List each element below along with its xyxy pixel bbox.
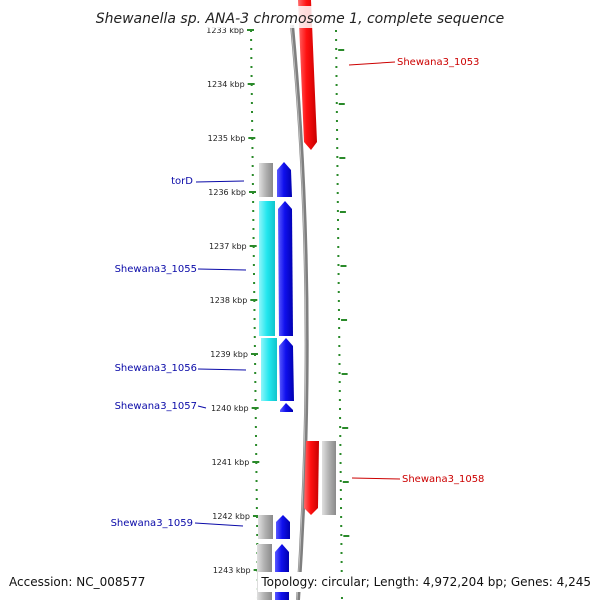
gene-shewana3-1056-partner[interactable] xyxy=(261,338,277,401)
gene-shewana3-1055-partner[interactable] xyxy=(259,201,275,336)
page-title: Shewanella sp. ANA-3 chromosome 1, compl… xyxy=(96,11,505,27)
gene-shewana3-1057[interactable] xyxy=(280,403,293,412)
tick-label: 1236 kbp xyxy=(208,188,246,197)
label-shewana3-1056[interactable]: Shewana3_1056 xyxy=(115,363,197,374)
tick-label: 1241 kbp xyxy=(212,458,250,467)
accession-text: Accession: NC_008577 xyxy=(9,575,145,589)
footer-backdrop-left xyxy=(4,572,154,592)
summary-text: Topology: circular; Length: 4,972,204 bp… xyxy=(260,575,591,589)
gene-tord-partner[interactable] xyxy=(259,163,273,197)
gene-shewana3-1056[interactable] xyxy=(279,338,294,401)
label-tord[interactable]: torD xyxy=(171,176,193,187)
label-shewana3-1055[interactable]: Shewana3_1055 xyxy=(115,264,197,275)
tick-label: 1240 kbp xyxy=(211,404,249,413)
label-shewana3-1057[interactable]: Shewana3_1057 xyxy=(115,401,197,412)
leader-shewana3-1058 xyxy=(351,477,401,480)
axis-ticks: 1233 kbp 1234 kbp 1235 kbp 1236 kbp 1237 kbp… xyxy=(206,26,350,591)
tick-label: 1237 kbp xyxy=(209,242,247,251)
gene-shewana3-1053[interactable] xyxy=(298,0,317,150)
track-left-dotted xyxy=(250,29,259,600)
leader-shewana3-1059 xyxy=(194,522,244,527)
label-shewana3-1059[interactable]: Shewana3_1059 xyxy=(111,518,193,529)
footer-backdrop-right xyxy=(258,572,596,592)
chromosome-backbone-highlight xyxy=(290,24,307,600)
gene-shewana3-1058-partner[interactable] xyxy=(322,441,336,515)
track-right-dotted xyxy=(335,29,343,600)
gene-shewana3-1058[interactable] xyxy=(304,441,319,515)
tick-label: 1239 kbp xyxy=(210,350,248,359)
label-shewana3-1058[interactable]: Shewana3_1058 xyxy=(402,474,484,485)
label-shewana3-1053[interactable]: Shewana3_1053 xyxy=(397,57,479,68)
tick-label: 1238 kbp xyxy=(210,296,248,305)
leader-shewana3-1056 xyxy=(197,368,247,371)
tick-label: 1243 kbp xyxy=(213,566,251,575)
leader-tord xyxy=(195,180,245,183)
gene-tord[interactable] xyxy=(277,162,292,197)
tick-label: 1242 kbp xyxy=(212,512,250,521)
tick-label: 1235 kbp xyxy=(208,134,246,143)
tick-label: 1233 kbp xyxy=(206,26,244,35)
leader-shewana3-1053 xyxy=(348,61,396,66)
title-backdrop xyxy=(95,6,505,28)
chromosome-backbone xyxy=(290,24,309,600)
gene-shewana3-1059-partner[interactable] xyxy=(258,515,273,539)
tick-label: 1234 kbp xyxy=(207,80,245,89)
leader-shewana3-1057 xyxy=(197,405,207,409)
gene-shewana3-1059[interactable] xyxy=(276,515,290,539)
leader-shewana3-1055 xyxy=(197,268,247,271)
gene-shewana3-1055[interactable] xyxy=(278,201,293,336)
